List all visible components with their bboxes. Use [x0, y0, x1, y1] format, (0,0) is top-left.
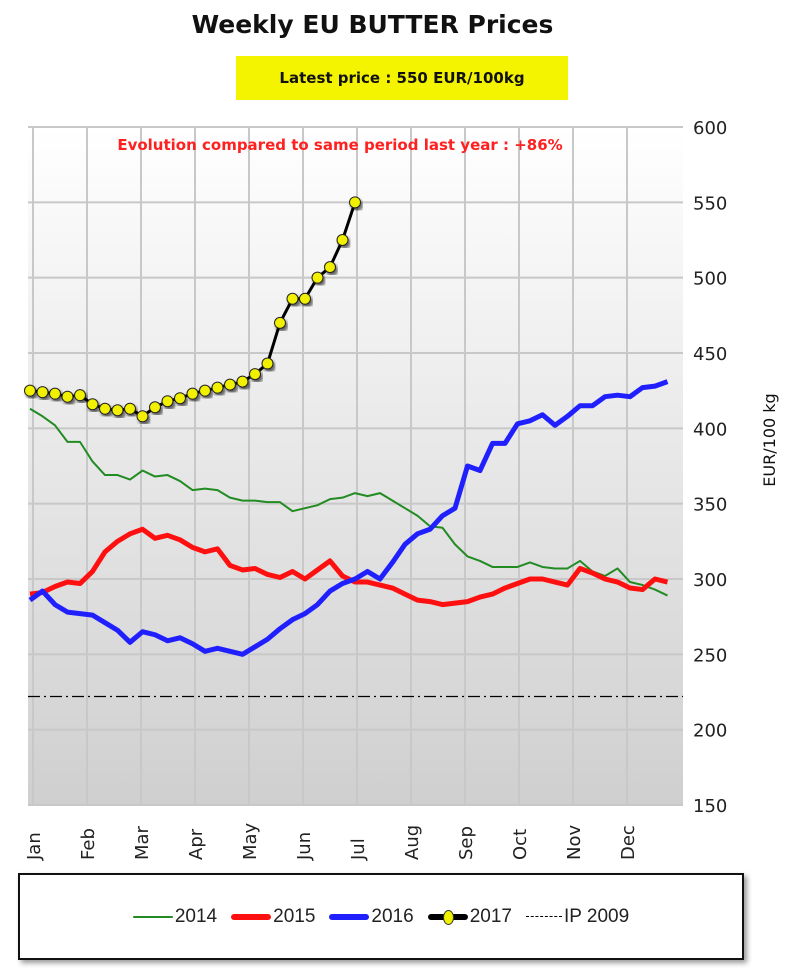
legend-item-ip-2009[interactable]: IP 2009	[525, 905, 630, 928]
yoy-annotation: Evolution compared to same period last y…	[117, 136, 562, 154]
x-tick-label: Jan	[24, 832, 45, 861]
series-2017-point	[324, 261, 336, 274]
y-tick-label: 150	[693, 796, 727, 817]
y-tick-label: 350	[693, 495, 727, 516]
series-2017-point	[274, 316, 286, 329]
legend-label: 2017	[469, 905, 512, 927]
series-2017-point	[61, 390, 74, 403]
y-tick-label: 450	[693, 344, 727, 365]
legend-item-2014[interactable]: 2014	[132, 905, 218, 928]
legend-swatch	[231, 913, 272, 920]
x-tick-label: May	[240, 822, 261, 860]
series-2017-point	[261, 357, 274, 370]
legend-item-2016[interactable]: 2016	[329, 905, 414, 928]
series-2016-line	[28, 379, 669, 657]
x-tick-label: Jul	[348, 838, 369, 861]
x-tick-label: Mar	[132, 825, 153, 860]
series-2017-point	[174, 392, 186, 405]
series-2017-point	[186, 387, 199, 400]
x-tick-label: Apr	[186, 828, 207, 860]
series-2017-point	[299, 292, 311, 305]
legend-item-2015[interactable]: 2015	[231, 906, 315, 928]
series-2017-point	[249, 368, 261, 381]
legend-label: IP 2009	[563, 905, 630, 927]
chart-title: Weekly EU BUTTER Prices	[191, 10, 554, 39]
y-tick-label: 300	[693, 570, 727, 591]
series-2014-line	[29, 407, 668, 597]
series-2017-point	[99, 402, 111, 415]
latest-price-badge: Latest price : 550 EUR/100kg	[236, 56, 568, 100]
series-2017-point	[224, 378, 236, 391]
x-tick-label: Nov	[564, 825, 585, 860]
plot-area	[28, 127, 683, 805]
x-tick-label: Jun	[294, 832, 315, 861]
series-2017-point	[336, 234, 349, 246]
series-2017-point	[136, 410, 149, 423]
series-2017-point	[311, 271, 324, 284]
series-2017-point	[124, 402, 136, 415]
series-2017-point	[236, 375, 249, 388]
series-2017-point	[86, 398, 99, 411]
legend-swatch	[132, 915, 173, 918]
y-tick-label: 200	[693, 721, 727, 742]
x-tick-label: Sep	[456, 826, 477, 860]
legend-swatch	[329, 913, 370, 920]
legend-label: 2016	[371, 905, 414, 927]
x-tick-label: Feb	[78, 828, 99, 860]
legend: 2014 2015 2016 2017 IP 2009	[18, 873, 744, 960]
y-tick-label: 600	[693, 118, 727, 139]
series-2017-point	[36, 386, 49, 399]
y-axis-label: EUR/100 kg	[760, 393, 779, 486]
legend-swatch	[427, 909, 468, 925]
series-2017-point	[111, 404, 124, 417]
series-2017-point	[349, 196, 361, 209]
series-2017-point	[161, 395, 174, 408]
series-2017-point	[286, 292, 299, 305]
series-2017-point	[149, 401, 161, 414]
legend-item-2017[interactable]: 2017	[427, 905, 512, 928]
y-tick-label: 550	[693, 193, 727, 214]
series-2017-point	[211, 381, 224, 394]
y-tick-label: 500	[693, 269, 727, 290]
x-tick-label: Aug	[402, 825, 423, 860]
legend-label: 2014	[174, 905, 218, 927]
legend-label: 2015	[273, 905, 316, 927]
chart-svg: 150 200 250 300 350 400 450 500 550 600 Jan Feb Mar A…	[24, 118, 779, 861]
y-tick-label: 400	[693, 419, 727, 440]
series-2017-point	[49, 387, 61, 400]
legend-swatch	[525, 916, 562, 917]
x-tick-label: Oct	[510, 829, 531, 860]
series-2017-point	[199, 384, 211, 397]
y-tick-label: 250	[693, 645, 727, 666]
series-2017-point	[74, 389, 86, 402]
x-tick-label: Dec	[618, 825, 639, 860]
series-2017-point	[24, 384, 36, 397]
